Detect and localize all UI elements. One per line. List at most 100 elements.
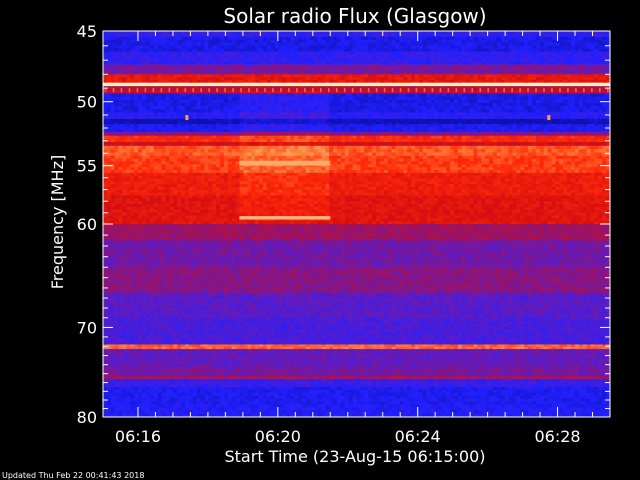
spectrum-cell: [325, 115, 330, 120]
spectrum-cell: [153, 109, 158, 113]
spectrum-cell: [461, 33, 467, 38]
spectrum-cell: [356, 124, 361, 128]
spectrum-cell: [485, 39, 490, 44]
spectrum-cell: [255, 67, 260, 72]
spectrum-cell: [122, 42, 127, 47]
spectrum-cell: [438, 71, 443, 75]
spectrum-cell: [130, 33, 135, 38]
spectrum-cell: [473, 129, 478, 133]
spectrum-cell: [457, 138, 463, 143]
spectrum-cell: [126, 131, 131, 137]
spectrum-cell: [504, 138, 509, 143]
spectrum-cell: [114, 131, 119, 137]
spectrum-cell: [411, 93, 416, 98]
spectrum-cell: [399, 54, 404, 59]
spectrum-cell: [181, 67, 186, 72]
spectrum-cell: [325, 79, 330, 84]
spectrum-cell: [360, 48, 365, 52]
spectrum-cell: [239, 145, 244, 150]
spectrum-cell: [508, 126, 513, 130]
spectrum-cell: [454, 36, 459, 41]
spectrum-cell: [192, 42, 197, 47]
spectrum-cell: [602, 86, 607, 89]
spectrum-cell: [243, 99, 248, 104]
spectrum-cell: [348, 88, 353, 92]
spectrum-cell: [348, 86, 353, 89]
spectrum-cell: [485, 42, 490, 47]
spectrum-cell: [567, 79, 572, 84]
spectrum-cell: [481, 115, 486, 120]
spectrum-cell: [259, 142, 264, 147]
spectrum-cell: [130, 112, 135, 117]
spectrum-cell: [598, 45, 603, 50]
spectrum-cell: [563, 88, 568, 92]
spectrum-cell: [543, 77, 548, 81]
spectrum-cell: [298, 61, 303, 65]
spectrum-cell: [590, 131, 595, 137]
spectrum-cell: [352, 115, 357, 120]
spectrum-cell: [368, 109, 373, 113]
spectrum-cell: [239, 106, 244, 110]
spectrum-cell: [450, 64, 455, 69]
spectrum-cell: [278, 54, 283, 59]
spectrum-cell: [106, 67, 112, 72]
spectrum-cell: [387, 71, 392, 75]
spectrum-cell: [301, 61, 307, 65]
spectrum-cell: [547, 91, 552, 94]
spectrum-cell: [571, 138, 576, 143]
spectrum-cell: [446, 124, 451, 128]
spectrum-cell: [122, 135, 127, 140]
spectrum-cell: [274, 36, 279, 41]
spectrum-cell: [387, 88, 392, 92]
spectrum-cell: [418, 96, 424, 101]
spectrum-cell: [590, 93, 595, 98]
spectrum-cell: [602, 124, 607, 128]
spectrum-cell: [262, 112, 268, 117]
spectrum-cell: [243, 45, 248, 50]
spectrum-cell: [161, 102, 166, 107]
spectrum-cell: [504, 77, 509, 81]
spectrum-cell: [446, 118, 451, 122]
spectrum-cell: [485, 126, 490, 130]
spectrum-cell: [344, 112, 350, 117]
spectrum-cell: [110, 145, 116, 150]
spectrum-cell: [130, 64, 135, 69]
spectrum-cell: [278, 79, 283, 84]
spectrum-cell: [442, 124, 447, 128]
spectrum-cell: [126, 36, 131, 41]
spectrum-cell: [559, 45, 564, 50]
spectrum-cell: [535, 36, 541, 41]
spectrum-cell: [220, 131, 225, 137]
spectrum-cell: [465, 131, 470, 137]
spectrum-cell: [106, 39, 112, 44]
spectrum-cell: [364, 67, 369, 72]
spectrum-cell: [239, 135, 244, 140]
spectrum-cell: [563, 129, 568, 133]
spectrum-cell: [114, 36, 119, 41]
spectrum-cell: [231, 145, 236, 150]
spectrum-cell: [496, 48, 502, 52]
spectrum-cell: [356, 79, 361, 84]
spectrum-cell: [262, 99, 268, 104]
spectrum-cell: [469, 36, 474, 41]
spectrum-cell: [582, 64, 587, 69]
spectrum-cell: [173, 51, 178, 56]
spectrum-cell: [110, 129, 116, 133]
spectrum-cell: [153, 64, 158, 69]
spectrum-cell: [317, 77, 322, 81]
spectrum-cell: [364, 71, 369, 75]
spectrum-cell: [110, 93, 116, 98]
spectrum-cell: [559, 96, 564, 101]
spectrum-cell: [516, 79, 521, 84]
spectrum-cell: [426, 115, 431, 120]
spectrum-cell: [138, 99, 143, 104]
spectrum-cell: [442, 71, 447, 75]
spectrum-cell: [235, 67, 240, 72]
spectrum-cell: [489, 106, 494, 110]
spectrum-cell: [286, 106, 291, 110]
spectrum-cell: [520, 77, 525, 81]
spectrum-cell: [247, 39, 252, 44]
spectrum-cell: [259, 58, 264, 62]
spectrum-cell: [274, 121, 279, 125]
spectrum-cell: [251, 74, 256, 78]
